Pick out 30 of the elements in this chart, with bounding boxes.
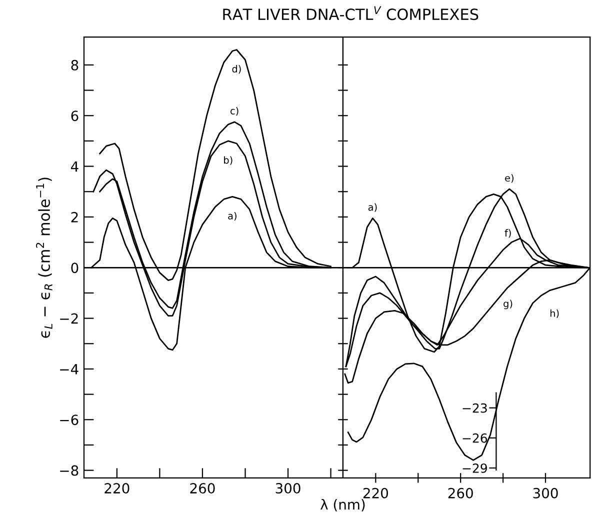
y3-tick-label: −29 (462, 463, 487, 473)
series-label: c) (230, 107, 238, 116)
y3-tick-label: −23 (462, 403, 487, 413)
y-tick-label: −6 (60, 414, 78, 426)
series-label: d) (232, 65, 241, 74)
series-label: b) (224, 156, 232, 165)
x-tick-label: 220 (363, 488, 388, 498)
series-label: f) (504, 229, 511, 238)
y-tick-label: 2 (71, 212, 78, 222)
series-label: a) (228, 212, 236, 221)
y-tick-label: −8 (60, 465, 78, 476)
series-label: h) (550, 309, 559, 318)
x-axis-title: λ (nm) (320, 498, 365, 512)
y-tick-label: 4 (70, 161, 78, 172)
x-tick-label: 260 (448, 488, 473, 498)
y-tick-label: −4 (60, 364, 78, 374)
text: ϵ$_{L}$ − ϵ$_{R}$ (cm$^{2}$ mole$^{−1}$) (36, 178, 52, 338)
series-label: a) (368, 203, 377, 212)
y-tick-label: 6 (71, 110, 78, 122)
y-tick-label: 8 (71, 60, 78, 70)
x-tick-label: 300 (533, 488, 558, 498)
series-label: e) (505, 174, 514, 183)
series-label: g) (504, 300, 512, 310)
x-tick-label: 300 (276, 483, 300, 494)
y3-tick-label: −26 (462, 433, 488, 443)
y-tick-label: −2 (60, 313, 78, 324)
x-tick-label: 260 (190, 483, 215, 494)
y-tick-label: 0 (71, 262, 78, 274)
chart-title: RAT LIVER DNA-CTL$^{V}$ COMPLEXES (223, 6, 478, 20)
x-tick-label: 220 (104, 483, 130, 494)
